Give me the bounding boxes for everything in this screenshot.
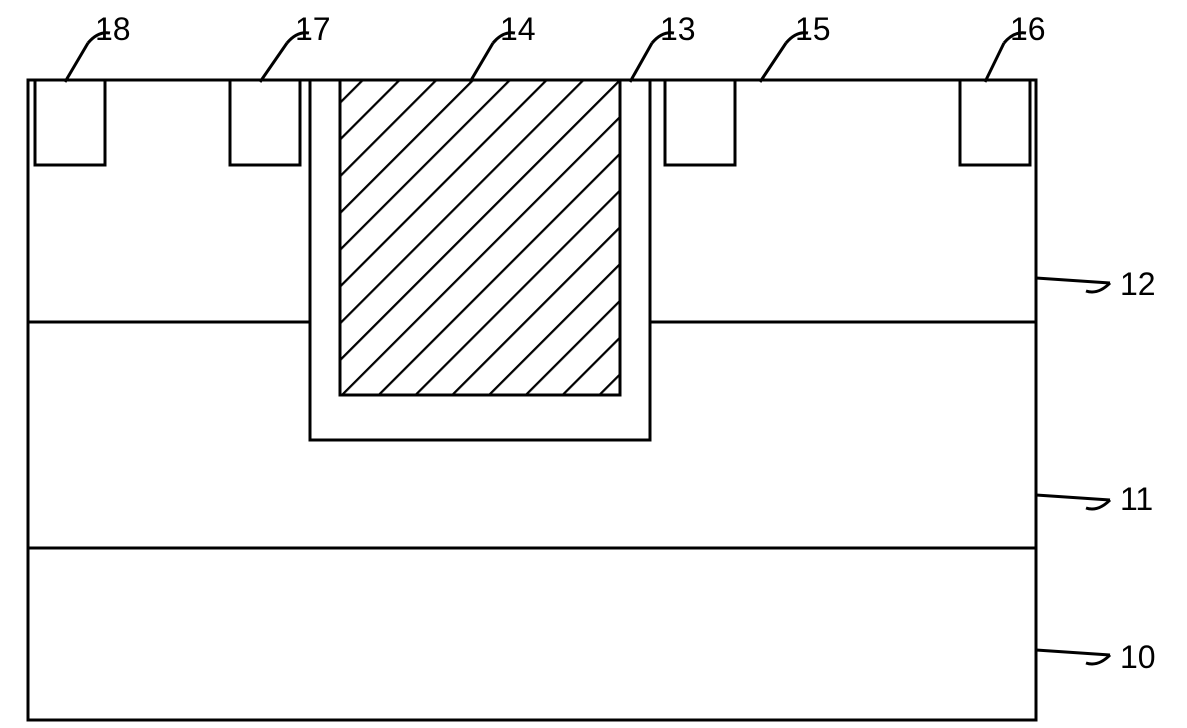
label-12: 12 xyxy=(1120,266,1156,302)
top-region-15 xyxy=(665,80,735,165)
cross-section-diagram: 18 17 14 13 15 16 12 11 10 xyxy=(0,0,1187,728)
leader-line-10 xyxy=(1036,650,1110,655)
leader-line-11 xyxy=(1036,495,1110,500)
leader-hook-11 xyxy=(1086,500,1110,509)
leader-hook-12 xyxy=(1086,283,1110,292)
leader-hook-10 xyxy=(1086,655,1110,664)
label-13: 13 xyxy=(660,11,696,47)
leader-line-16 xyxy=(985,43,1004,82)
top-region-17 xyxy=(230,80,300,165)
leader-line-13 xyxy=(630,43,652,82)
gate-electrode-14 xyxy=(340,80,620,395)
top-region-16 xyxy=(960,80,1030,165)
label-11: 11 xyxy=(1120,481,1153,517)
label-15: 15 xyxy=(795,11,831,47)
leader-line-14 xyxy=(470,43,493,82)
leader-line-15 xyxy=(760,43,786,82)
label-10: 10 xyxy=(1120,639,1156,675)
label-14: 14 xyxy=(500,11,536,47)
diagram-container: 18 17 14 13 15 16 12 11 10 xyxy=(0,0,1187,728)
leader-line-18 xyxy=(65,43,88,82)
leader-line-12 xyxy=(1036,278,1110,283)
label-18: 18 xyxy=(95,11,131,47)
label-16: 16 xyxy=(1010,11,1046,47)
leader-line-17 xyxy=(260,43,287,82)
top-region-18 xyxy=(35,80,105,165)
label-17: 17 xyxy=(295,11,331,47)
